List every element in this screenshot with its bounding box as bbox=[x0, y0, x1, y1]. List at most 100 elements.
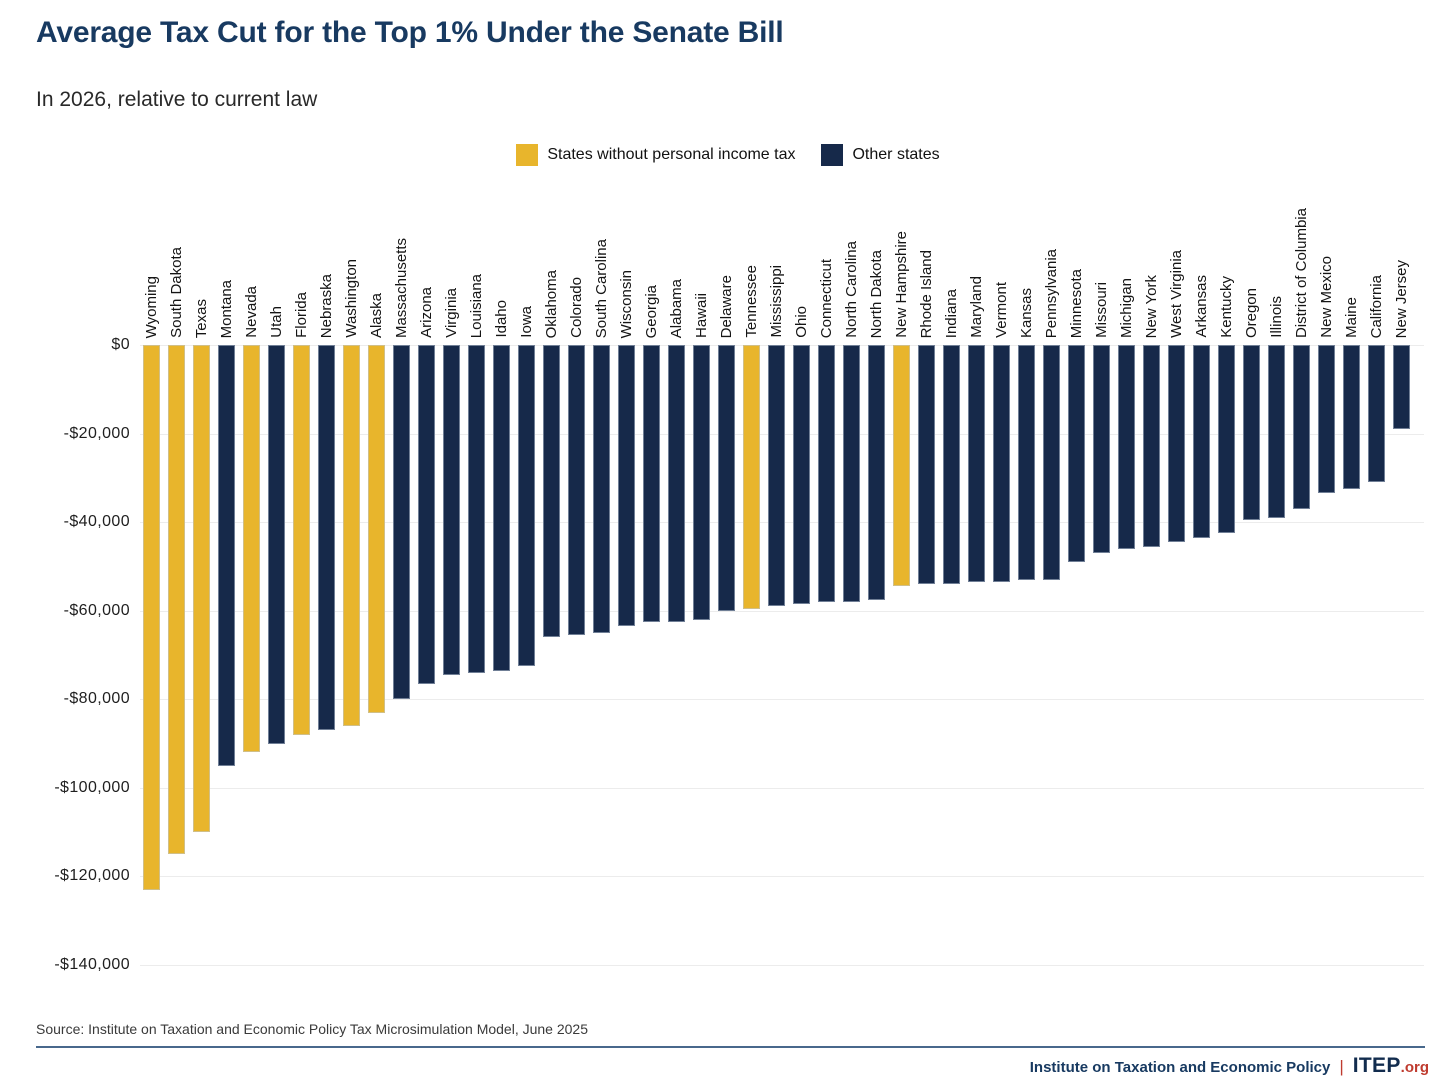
bar bbox=[818, 345, 835, 602]
bar bbox=[693, 345, 710, 620]
bar bbox=[343, 345, 360, 726]
y-tick-label: -$120,000 bbox=[54, 867, 130, 885]
bar bbox=[468, 345, 485, 673]
legend: States without personal income tax Other… bbox=[0, 144, 1456, 166]
state-label: Texas bbox=[192, 298, 210, 338]
chart-plot: Wyoming South Dakota Texas Montana Nevada Uta… bbox=[143, 208, 1420, 965]
state-label: Tennessee bbox=[742, 265, 760, 338]
legend-swatch-navy bbox=[821, 144, 844, 166]
state-label: District of Columbia bbox=[1292, 207, 1310, 338]
state-label: Florida bbox=[292, 292, 310, 338]
state-label: Michigan bbox=[1117, 277, 1135, 338]
y-tick-label: $0 bbox=[111, 336, 130, 353]
state-label: Vermont bbox=[992, 282, 1010, 338]
state-label: Oregon bbox=[1242, 287, 1260, 338]
bar bbox=[618, 345, 635, 626]
state-label: Mississippi bbox=[767, 265, 785, 338]
bar bbox=[768, 345, 785, 606]
state-label: Oklahoma bbox=[542, 269, 560, 338]
bar bbox=[1343, 345, 1360, 489]
state-label: Illinois bbox=[1267, 296, 1285, 338]
bar bbox=[943, 345, 960, 584]
bar bbox=[868, 345, 885, 600]
state-label: Nebraska bbox=[317, 273, 335, 338]
bar bbox=[1318, 345, 1335, 493]
bar bbox=[1168, 345, 1185, 542]
bar bbox=[218, 345, 235, 766]
bar bbox=[1093, 345, 1110, 553]
legend-label: States without personal income tax bbox=[547, 146, 796, 163]
bar bbox=[1393, 345, 1410, 429]
bar bbox=[1218, 345, 1235, 533]
y-tick-label: -$140,000 bbox=[54, 956, 130, 973]
legend-swatch-gold bbox=[516, 144, 539, 166]
bar bbox=[993, 345, 1010, 582]
state-label: Arizona bbox=[417, 287, 435, 338]
state-label: Connecticut bbox=[817, 258, 835, 338]
state-label: Louisiana bbox=[467, 273, 485, 338]
bar bbox=[418, 345, 435, 684]
bar bbox=[568, 345, 585, 635]
state-label: Alabama bbox=[667, 278, 685, 338]
itep-logo-suffix: .org bbox=[1400, 1059, 1429, 1076]
state-label: Washington bbox=[342, 259, 360, 338]
bar bbox=[1143, 345, 1160, 547]
bar bbox=[318, 345, 335, 730]
state-label: South Carolina bbox=[592, 238, 610, 338]
bar bbox=[193, 345, 210, 832]
state-label: Minnesota bbox=[1067, 268, 1085, 338]
bar bbox=[1293, 345, 1310, 509]
state-label: Missouri bbox=[1092, 282, 1110, 338]
state-label: Virginia bbox=[442, 288, 460, 338]
footer-separator: | bbox=[1339, 1057, 1344, 1076]
state-label: New Jersey bbox=[1392, 259, 1410, 338]
chart-title: Average Tax Cut for the Top 1% Under the… bbox=[36, 16, 784, 49]
bar bbox=[1243, 345, 1260, 520]
y-axis: $0 -$20,000 -$40,000 -$60,000 -$80,000 -$100,… bbox=[0, 336, 130, 973]
bar bbox=[918, 345, 935, 584]
state-label: Massachusetts bbox=[392, 237, 410, 338]
bar bbox=[1068, 345, 1085, 562]
state-label: North Carolina bbox=[842, 241, 860, 338]
state-label: Alaska bbox=[367, 292, 385, 338]
gridline bbox=[140, 699, 1424, 701]
bar bbox=[1193, 345, 1210, 538]
gridline bbox=[140, 787, 1424, 789]
bar bbox=[518, 345, 535, 666]
state-label: Rhode Island bbox=[917, 249, 935, 338]
state-label: Colorado bbox=[567, 277, 585, 338]
state-label: North Dakota bbox=[867, 249, 885, 338]
bar bbox=[243, 345, 260, 752]
gridline bbox=[140, 610, 1424, 612]
state-label: West Virginia bbox=[1167, 250, 1185, 338]
y-tick-label: -$20,000 bbox=[63, 424, 130, 442]
y-tick-label: -$40,000 bbox=[63, 513, 130, 531]
bar bbox=[968, 345, 985, 582]
state-label: Arkansas bbox=[1192, 275, 1210, 338]
state-label: Pennsylvania bbox=[1042, 248, 1060, 338]
bar bbox=[293, 345, 310, 735]
state-label: Montana bbox=[217, 279, 235, 338]
state-label: Utah bbox=[267, 306, 285, 338]
bar bbox=[1368, 345, 1385, 482]
bar bbox=[793, 345, 810, 604]
bar bbox=[543, 345, 560, 637]
bar bbox=[443, 345, 460, 675]
state-label: Wyoming bbox=[142, 275, 160, 338]
bar bbox=[393, 345, 410, 699]
state-label: Kansas bbox=[1017, 287, 1035, 338]
gridline bbox=[140, 876, 1424, 878]
gridline bbox=[140, 965, 1424, 966]
bar bbox=[593, 345, 610, 633]
bar bbox=[893, 345, 910, 586]
bar bbox=[643, 345, 660, 622]
y-tick-label: -$60,000 bbox=[63, 601, 130, 619]
footer-divider bbox=[36, 1046, 1425, 1048]
state-label: Delaware bbox=[717, 274, 735, 338]
state-label: Wisconsin bbox=[617, 269, 635, 338]
legend-label: Other states bbox=[852, 146, 940, 163]
bar bbox=[493, 345, 510, 671]
legend-item-no-income-tax: States without personal income tax bbox=[516, 144, 795, 166]
state-label: Hawaii bbox=[692, 292, 710, 338]
